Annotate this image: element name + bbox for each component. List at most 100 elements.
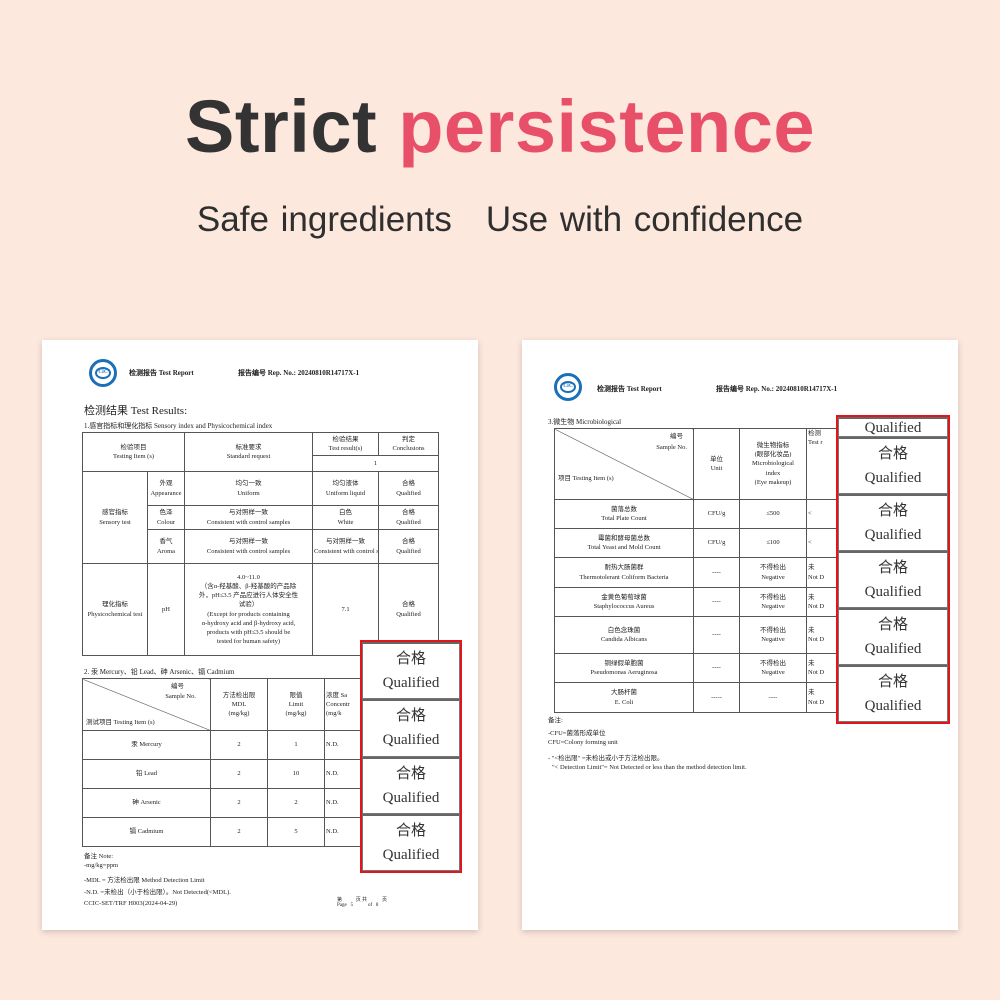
note-line: -N.D. =未检出（小于检出限）。Not Detected(<MDL). xyxy=(84,889,231,896)
cell-text: 检验项目 xyxy=(120,443,147,451)
qualified-cell: 合格 Qualified xyxy=(838,665,948,722)
cell-text: 合格 xyxy=(402,538,416,546)
cell-text: Uniform xyxy=(237,489,260,497)
cell-text: 判定 xyxy=(402,435,416,443)
cell-text: 7.1 xyxy=(341,605,350,613)
table-row: 铜绿假单胞菌 Pseudomonas Aeruginosa ---- 不得检出 Nega… xyxy=(554,653,865,683)
header-conclusion: 判定 Conclusions xyxy=(378,432,440,456)
table-row: 检验项目 Testing Item (s) 标准要求 Standard request… xyxy=(81,432,440,472)
table-row: 白色念珠菌 Candida Albicans ---- 不得检出 Negative 未 No… xyxy=(554,616,865,654)
table-cell: 汞 Mercury xyxy=(82,730,211,760)
table-row: 编号 Sample No. 测试项目 Testing Item (s) 方法检出限 MD… xyxy=(82,678,401,731)
cell-text: Standard request xyxy=(226,453,271,460)
cell-text: 1 xyxy=(373,459,378,467)
table-row: 编号 Sample No. 项目 Testing Item (s) 单位 Unit 微生物… xyxy=(554,428,865,500)
cell-text: E. Coli xyxy=(614,698,634,706)
table-cell: 均匀液体 Uniform liquid xyxy=(312,471,380,506)
cell-text: Not D xyxy=(808,698,825,706)
report-title: 检测报告 Test Report xyxy=(597,385,662,393)
ccic-logo-icon: CIC xyxy=(554,373,582,401)
page-number: 第 页 共 页 Page 5 of 8 xyxy=(337,898,388,908)
cell-text: ≤500 xyxy=(766,510,780,518)
cell-text: 编号 xyxy=(171,683,184,690)
cell-text: 白色念珠菌 xyxy=(607,626,641,634)
cell-text: 金黄色葡萄球菌 xyxy=(601,593,647,601)
table-cell: 菌落总数 Total Plate Count xyxy=(554,499,694,529)
cell-text: Uniform liquid xyxy=(325,489,366,497)
cell-text: Limit xyxy=(288,700,304,708)
cell-text: 感官指标 xyxy=(102,509,128,517)
cell-text: Conclusions xyxy=(392,445,425,452)
table-cell: 2 xyxy=(210,788,268,818)
section-2-title: 2. 汞 Mercury、铅 Lead、砷 Arsenic、镉 Cadmium xyxy=(84,668,235,676)
cell-text: Sensory test xyxy=(99,518,131,526)
cell-text: Not D xyxy=(808,603,825,610)
table-cell: 1 xyxy=(267,730,325,760)
table-cell: 镉 Cadmium xyxy=(82,817,211,847)
cell-text: 未 xyxy=(808,689,815,697)
cell-text: (Except for products containing xyxy=(207,610,290,618)
cell-text: 均匀一致 xyxy=(235,480,262,488)
cell-text: 与对照样一致 xyxy=(326,538,366,546)
table-cell: pH xyxy=(146,563,186,656)
cell-text: 未 xyxy=(808,564,815,572)
cell-text: 浓度 Sa xyxy=(326,691,348,699)
note-line: -CFU=菌落形成单位 xyxy=(548,729,606,737)
cell-text: Appearance xyxy=(150,489,182,497)
qualified-text: 合格 xyxy=(395,765,426,782)
sensory-physico-table: 检验项目 Testing Item (s) 标准要求 Standard request… xyxy=(81,432,440,656)
cell-text: Physicochemical test xyxy=(87,610,143,618)
table-row: 砷 Arsenic 2 2 N.D. xyxy=(82,788,401,818)
cell-text: Unit xyxy=(710,465,723,472)
table-cell: ---- xyxy=(693,653,740,683)
header-mdl: 方法检出限 MDL (mg/kg) xyxy=(210,678,268,731)
qualified-text: Qualified xyxy=(864,584,922,600)
qualified-text: Qualified xyxy=(864,470,922,486)
cell-text: 耐热大肠菌群 xyxy=(604,564,644,572)
cell-text: 不得检出 xyxy=(760,626,786,634)
conclusion-cell: 合格 Qualified xyxy=(378,471,440,506)
cell-text: ----- xyxy=(711,693,722,701)
cell-text: Pseudomonas Aeruginosa xyxy=(590,669,658,676)
cell-text: 均匀液体 xyxy=(332,480,359,488)
cell-text: Total Plate Count xyxy=(601,515,647,522)
qualified-text: 合格 xyxy=(877,617,908,633)
qualified-text: 合格 xyxy=(395,651,426,668)
cell-text: ---- xyxy=(768,693,778,701)
qualified-text: Qualified xyxy=(382,789,440,806)
cell-text: (mg/k xyxy=(326,710,342,718)
table-cell: 不得检出 Negative xyxy=(739,616,807,654)
table-cell: 铅 Lead xyxy=(82,759,211,789)
cell-text: N.D. xyxy=(326,741,339,749)
cell-text: 霉菌和酵母菌总数 xyxy=(598,534,650,542)
qualified-cell: Qualified xyxy=(838,417,948,437)
cell-text: 合格 xyxy=(402,480,416,488)
cell-text: Colour xyxy=(156,518,176,526)
cell-text: 限值 xyxy=(289,691,303,699)
cell-text: (mg/kg) xyxy=(228,710,250,718)
cell-text: Testing Item (s) xyxy=(112,453,155,460)
qualified-text: Qualified xyxy=(864,527,922,543)
table-cell: ----- xyxy=(693,682,740,713)
table-cell: 不得检出 Negative xyxy=(739,587,807,617)
table-cell: CFU/g xyxy=(693,499,740,529)
table-row: 镉 Cadmium 2 5 N.D. xyxy=(82,817,401,847)
qualified-text: 合格 xyxy=(395,708,426,725)
table-cell: 色泽 Colour xyxy=(146,505,186,530)
qualified-text: Qualified xyxy=(382,732,440,749)
table-cell: 2 xyxy=(210,730,268,760)
cell-text: N.D. xyxy=(326,799,339,807)
table-cell: 2 xyxy=(210,759,268,789)
cell-text: ---- xyxy=(712,568,721,576)
cell-text: ---- xyxy=(712,664,721,672)
cell-text: Not D xyxy=(808,573,825,581)
cell-text: 测试项目 Testing Item (s) xyxy=(86,718,155,726)
cell-text: Not D xyxy=(808,669,825,676)
table-cell: ---- xyxy=(739,682,807,713)
cell-text: 外，pH≤3.5 产品应进行人体安全性 xyxy=(198,592,299,600)
note-line: 备注: xyxy=(548,717,563,724)
subtitle-left: Safe ingredients xyxy=(196,200,452,239)
cell-text: 2 xyxy=(237,828,241,836)
cell-text: 外观 xyxy=(159,480,173,488)
